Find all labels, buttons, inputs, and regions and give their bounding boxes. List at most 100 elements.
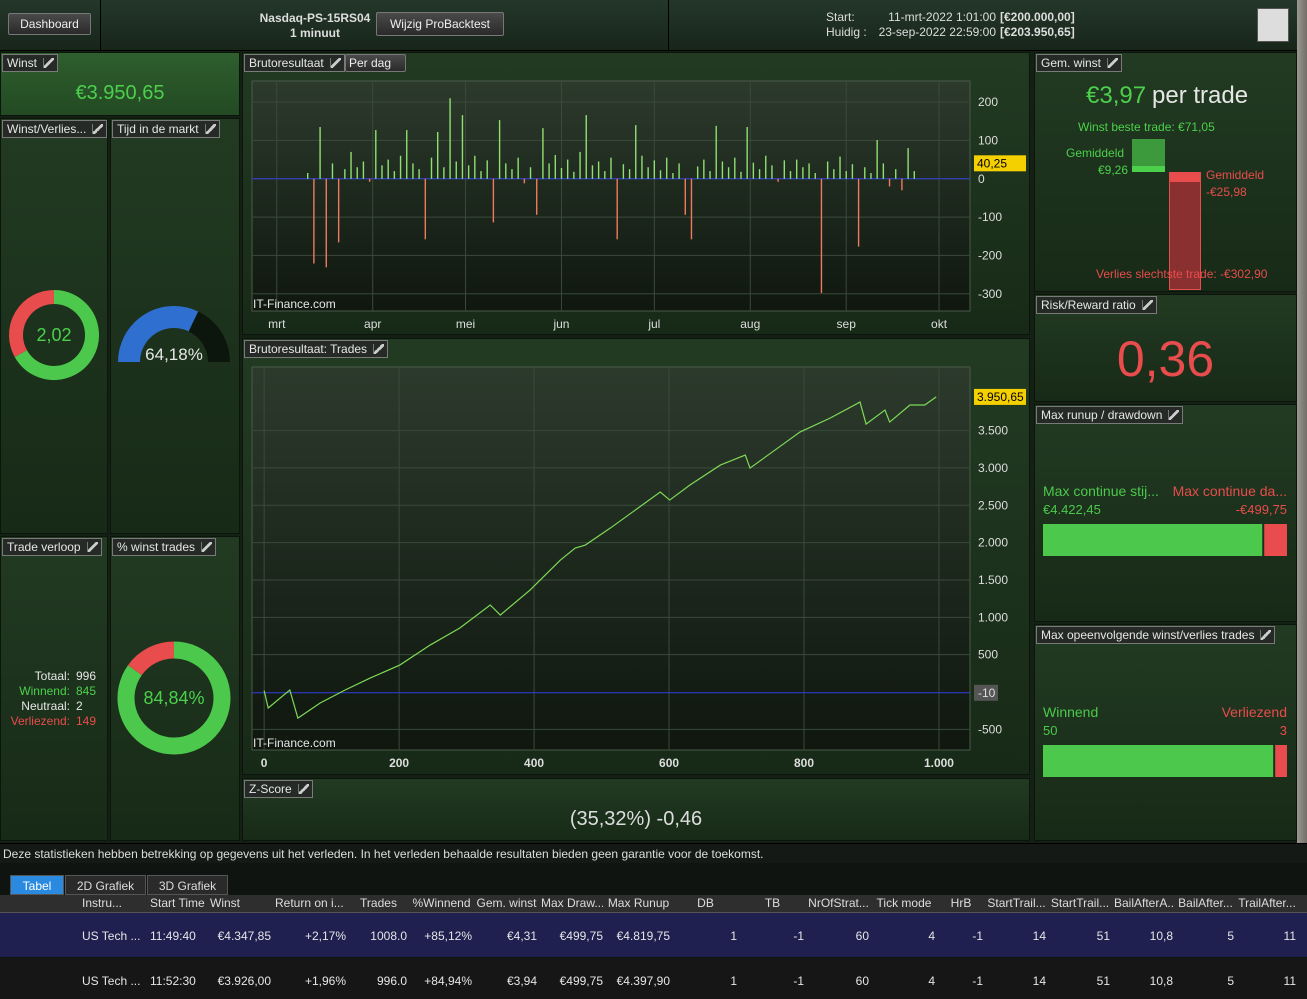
table-cell: 51: [1096, 929, 1110, 943]
tab[interactable]: Tabel: [10, 875, 64, 895]
column-header[interactable]: TrailAfter...: [1238, 896, 1296, 910]
stat-label: Neutraal:: [21, 699, 70, 713]
bar: [734, 157, 736, 179]
baseline-label: -10: [978, 686, 996, 700]
column-header[interactable]: Gem. winst: [476, 896, 537, 910]
worst-trade: Verlies slechtste trade: -€302,90: [1096, 267, 1268, 281]
column-header[interactable]: HrB: [950, 896, 972, 910]
bar: [641, 155, 643, 179]
table-cell: +84,94%: [424, 974, 472, 988]
edit-backtest-button[interactable]: Wijzig ProBacktest: [376, 12, 504, 36]
bar: [498, 120, 501, 179]
avg-win-label: Gemiddeld: [1066, 146, 1125, 160]
avg-win: €9,26: [1097, 163, 1128, 177]
column-header[interactable]: NrOfStrat...: [808, 896, 869, 910]
bar: [659, 170, 662, 179]
bar: [839, 156, 841, 179]
stat-value: 149: [76, 714, 96, 728]
current-capital: [€203.950,65]: [1000, 25, 1075, 39]
bar: [356, 167, 358, 179]
column-header[interactable]: StartTrail...: [987, 896, 1046, 910]
column-header[interactable]: Winst: [210, 896, 240, 910]
table-header: [0, 895, 1307, 913]
bar: [653, 160, 656, 179]
bar: [424, 178, 427, 240]
x-tick-label: mrt: [268, 317, 286, 331]
bar: [344, 169, 346, 179]
topbar: [0, 0, 1297, 51]
watermark: IT-Finance.com: [253, 297, 336, 311]
current-tag: [974, 155, 1026, 172]
bar: [709, 171, 711, 179]
table-cell: 996.0: [376, 974, 407, 988]
bar: [566, 159, 569, 179]
table-cell: 11:52:30: [150, 974, 196, 988]
start-label: Start:: [826, 10, 855, 24]
bar: [814, 173, 816, 179]
table-cell: 11: [1283, 929, 1296, 943]
plot-area: [251, 80, 971, 312]
gauge-value: 64,18%: [145, 345, 203, 364]
bar: [678, 163, 680, 179]
baseline-tag: [974, 684, 998, 701]
bar: [548, 163, 550, 179]
column-header[interactable]: TB: [764, 896, 781, 910]
tab[interactable]: 2D Grafiek: [65, 875, 146, 895]
bar: [542, 128, 544, 179]
stat-label: Winnend:: [19, 684, 70, 698]
x-tick-label: aug: [740, 317, 760, 331]
bar: [480, 171, 482, 179]
column-header[interactable]: Start Time: [150, 896, 205, 910]
column-header[interactable]: Instru...: [82, 896, 123, 910]
bar: [783, 160, 786, 179]
table-cell: €4,31: [506, 929, 537, 943]
table-cell: +1,96%: [304, 974, 346, 988]
bar: [350, 151, 352, 179]
table-cell: €3.926,00: [217, 974, 271, 988]
bar: [765, 155, 767, 179]
column-header[interactable]: StartTrail...: [1050, 896, 1110, 910]
disclaimer-bar: [0, 843, 1307, 864]
column-header[interactable]: Trades: [360, 896, 397, 910]
table-cell: +2,17%: [304, 929, 346, 943]
column-header[interactable]: Tick mode: [876, 896, 932, 910]
table-cell: 10,8: [1149, 929, 1173, 943]
y-tick-label: 1.000: [978, 610, 1008, 624]
table-cell: 14: [1032, 974, 1046, 988]
column-header[interactable]: BailAfter...: [1178, 896, 1233, 910]
bar: [820, 178, 823, 293]
stat-value: 2: [76, 699, 83, 713]
column-header[interactable]: %Winnend: [412, 896, 471, 910]
export-icon[interactable]: [1257, 8, 1289, 42]
panel-title: Brutoresultaat: [244, 54, 345, 72]
table-cell: €4.819,75: [616, 929, 670, 943]
column-header[interactable]: Max Runup: [607, 896, 670, 910]
x-tick-label: okt: [931, 317, 948, 331]
period-dropdown[interactable]: Per dag: [345, 54, 406, 72]
streaks-panel: [1034, 624, 1297, 841]
x-tick-label: apr: [364, 317, 381, 331]
dashboard-menu[interactable]: Dashboard: [8, 13, 91, 35]
start-date: 11-mrt-2022 1:01:00: [888, 10, 996, 24]
bar: [616, 178, 618, 240]
y-tick-label: -300: [978, 287, 1002, 301]
table-cell: US Tech ...: [82, 929, 141, 943]
disclaimer: Deze statistieken hebben betrekking op g…: [3, 847, 764, 861]
column-header[interactable]: BailAfterA...: [1114, 896, 1173, 910]
table-cell: -1: [972, 974, 983, 988]
column-header[interactable]: Return on i...: [275, 896, 344, 910]
tab[interactable]: 3D Grafiek: [147, 875, 228, 895]
separator: [100, 0, 101, 50]
current-label: 40,25: [977, 156, 1007, 170]
bar: [536, 178, 538, 215]
column-header[interactable]: Max Draw...: [541, 896, 603, 910]
table-cell: 1: [730, 974, 737, 988]
stat-label: Verliezend:: [11, 714, 70, 728]
equity-line: [263, 396, 937, 720]
current-date: 23-sep-2022 22:59:00: [878, 25, 996, 39]
avg-loss-label: Gemiddeld: [1206, 168, 1265, 182]
gauge-track: [188, 311, 230, 363]
column-header[interactable]: DB: [697, 896, 714, 910]
bar: [789, 171, 792, 179]
bar: [430, 157, 433, 179]
